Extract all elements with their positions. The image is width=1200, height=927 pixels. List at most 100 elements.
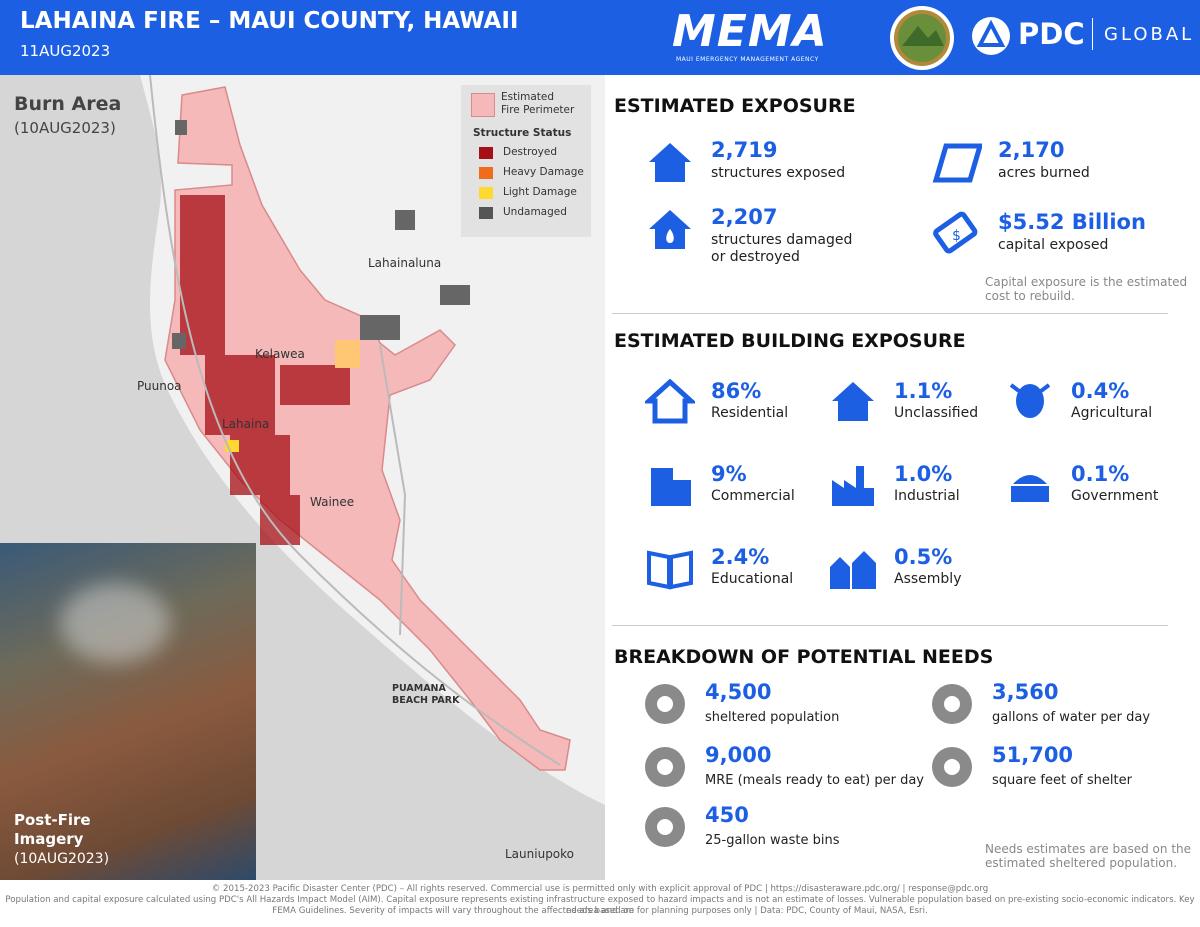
svg-text:$: $ — [952, 228, 961, 244]
building-icon — [1005, 460, 1055, 514]
inset-title-line: Post-Fire — [14, 811, 91, 829]
exposure-value: 2,170 — [998, 138, 1065, 162]
legend-perimeter: Estimated — [501, 91, 555, 103]
building-value: 1.0% — [894, 462, 953, 486]
building-icon-svg — [832, 382, 874, 421]
needs-icon-svg — [932, 684, 972, 724]
legend-swatch — [479, 207, 493, 219]
building-icon-svg — [642, 378, 698, 424]
needs-icon — [643, 682, 687, 730]
building-label: Government — [1071, 488, 1159, 504]
exposure-label: acres burned — [998, 165, 1090, 181]
place-label: Puunoa — [137, 379, 182, 393]
map-date: (10AUG2023) — [14, 119, 116, 137]
header: LAHAINA FIRE – MAUI COUNTY, HAWAII 11AUG… — [0, 0, 1200, 75]
inset-date: (10AUG2023) — [14, 851, 110, 867]
building-icon — [642, 377, 698, 431]
building-value: 9% — [711, 462, 747, 486]
legend-swatch — [479, 167, 493, 179]
legend-perimeter: Fire Perimeter — [501, 104, 575, 116]
map-title: Burn Area — [14, 93, 122, 115]
place-label: Lahainaluna — [368, 256, 442, 270]
needs-icon — [643, 745, 687, 793]
legend-label: Undamaged — [503, 206, 567, 218]
legend-label: Destroyed — [503, 146, 557, 158]
place-label: Launiupoko — [505, 847, 575, 861]
needs-icon — [930, 682, 974, 730]
place-label: BEACH PARK — [392, 695, 460, 706]
building-value: 0.4% — [1071, 379, 1130, 403]
inset-title-line: Imagery — [14, 830, 84, 848]
exposure-icon — [932, 138, 984, 192]
map: Burn Area (10AUG2023) Estimated Fire Peri… — [0, 75, 605, 880]
legend-label: Light Damage — [503, 186, 577, 198]
place-label: Kelawea — [255, 347, 305, 361]
footer-line: Population and capital exposure calculat… — [5, 895, 1195, 916]
place-label: Wainee — [310, 495, 355, 509]
exposure-icon-svg — [649, 143, 691, 182]
building-label: Assembly — [894, 571, 962, 587]
building-icon — [828, 543, 878, 597]
needs-value: 3,560 — [992, 680, 1059, 704]
needs-icon-svg — [932, 747, 972, 787]
building-label: Residential — [711, 405, 789, 421]
exposure-icon-svg — [649, 210, 691, 249]
needs-icon — [930, 745, 974, 793]
needs-value: 51,700 — [992, 743, 1074, 767]
note-line: cost to rebuild. — [985, 289, 1075, 303]
legend-swatch — [471, 93, 495, 117]
exposure-label: or destroyed — [711, 249, 800, 265]
needs-label: MRE (meals ready to eat) per day — [705, 773, 925, 788]
global-logo: GLOBAL — [1104, 24, 1195, 45]
building-icon — [828, 460, 878, 514]
footer: © 2015-2023 Pacific Disaster Center (PDC… — [0, 884, 1200, 927]
building-icon — [645, 543, 695, 597]
divider — [612, 313, 1168, 314]
building-icon-svg — [832, 466, 874, 506]
inset-title: Post-Fire Imagery — [14, 811, 91, 849]
building-label: Unclassified — [894, 405, 979, 421]
legend: Estimated Fire Perimeter Structure Status D… — [461, 85, 591, 237]
building-value: 86% — [711, 379, 762, 403]
place-label: PUAMANA — [392, 683, 446, 694]
place-label: Lahaina — [222, 417, 270, 431]
needs-icon — [643, 805, 687, 853]
building-value: 0.1% — [1071, 462, 1130, 486]
note-line: estimated sheltered population. — [985, 856, 1178, 870]
title: LAHAINA FIRE – MAUI COUNTY, HAWAII — [20, 8, 519, 34]
needs-icon-svg — [645, 684, 685, 724]
exposure-label: structures exposed — [711, 165, 846, 181]
exposure-title: ESTIMATED EXPOSURE — [614, 95, 856, 117]
note-line: Capital exposure is the estimated — [985, 275, 1188, 289]
building-label: Educational — [711, 571, 794, 587]
date: 11AUG2023 — [20, 42, 111, 60]
county-seal — [890, 6, 954, 70]
mema-logo: MEMA — [672, 6, 828, 57]
legend-swatch — [479, 187, 493, 199]
building-label: Industrial — [894, 488, 960, 504]
needs-value: 9,000 — [705, 743, 772, 767]
building-icon-svg — [651, 468, 691, 506]
post-fire-imagery: Post-Fire Imagery (10AUG2023) — [0, 543, 256, 880]
pdc-logo: PDC — [1018, 17, 1085, 51]
exposure-note: Capital exposure is the estimated cost to… — [985, 275, 1187, 303]
exposure-value: 2,719 — [711, 138, 778, 162]
note-line: Needs estimates are based on the — [985, 842, 1192, 856]
footer-line: FEMA Guidelines. Severity of impacts wil… — [272, 906, 928, 916]
building-icon — [645, 460, 695, 514]
exposure-icon: $ — [932, 210, 982, 264]
building-icon-svg — [1009, 383, 1051, 418]
smoke — [60, 583, 170, 663]
needs-icon-svg — [645, 807, 685, 847]
exposure-icon-svg: $ — [933, 211, 978, 254]
exposure-value: $5.52 Billion — [998, 210, 1146, 234]
building-icon — [828, 377, 878, 431]
legend-swatch — [479, 147, 493, 159]
needs-label: gallons of water per day — [992, 710, 1151, 725]
legend-label: Heavy Damage — [503, 166, 584, 178]
needs-icon-svg — [645, 747, 685, 787]
pdc-icon — [972, 17, 1010, 55]
needs-label: square feet of shelter — [992, 773, 1132, 788]
building-icon-svg — [830, 551, 876, 589]
needs-label: sheltered population — [705, 710, 840, 725]
